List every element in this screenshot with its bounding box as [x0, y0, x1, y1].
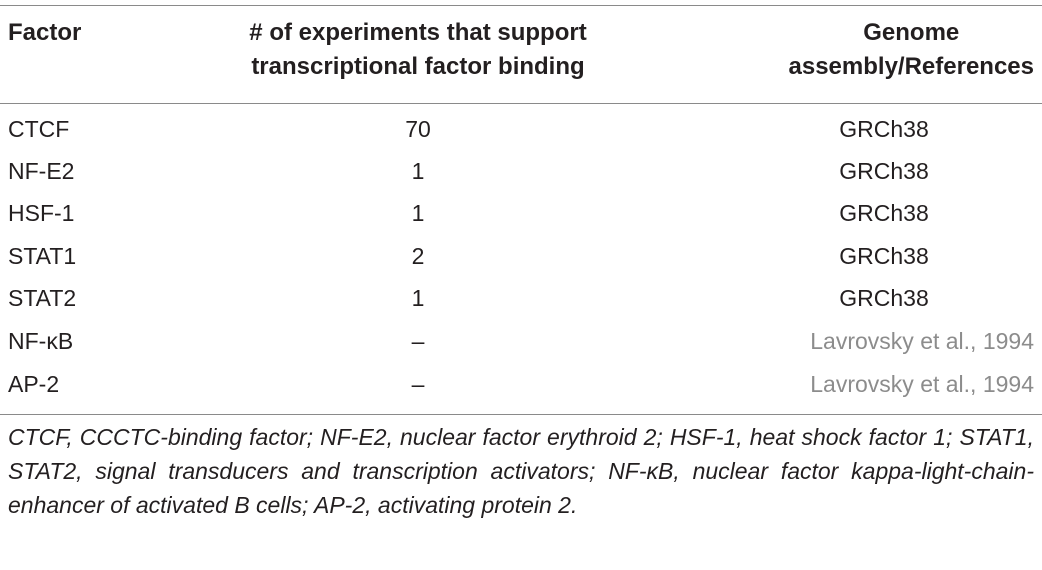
table-row: NF-E2 1 GRCh38	[0, 150, 1042, 192]
experiments-cell: 1	[411, 158, 425, 184]
table-header-rule	[0, 103, 1042, 104]
genome-cell: GRCh38	[839, 158, 929, 184]
header-experiments-line1: # of experiments that support	[249, 19, 587, 46]
table-row: CTCF 70 GRCh38	[0, 108, 1042, 150]
table-row: NF-κB – Lavrovsky et al., 1994	[0, 320, 1042, 362]
table-row: STAT1 2 GRCh38	[0, 235, 1042, 277]
table-top-rule	[0, 5, 1042, 6]
genome-cell: GRCh38	[839, 200, 929, 226]
table-row: AP-2 – Lavrovsky et al., 1994	[0, 363, 1042, 405]
header-genome: Genome assembly/References	[789, 16, 1034, 84]
header-experiments: # of experiments that support transcript…	[218, 16, 618, 84]
reference-link[interactable]: Lavrovsky et al., 1994	[810, 328, 1034, 354]
experiments-cell: –	[411, 371, 425, 397]
factor-cell: CTCF	[8, 116, 70, 142]
genome-cell: GRCh38	[839, 116, 929, 142]
experiments-cell: 1	[411, 200, 425, 226]
reference-link[interactable]: Lavrovsky et al., 1994	[810, 371, 1034, 397]
factor-cell: NF-E2	[8, 158, 75, 184]
table-footnote: CTCF, CCCTC-binding factor; NF-E2, nucle…	[8, 424, 1034, 518]
factor-cell: AP-2	[8, 371, 60, 397]
header-experiments-line2: transcriptional factor binding	[251, 53, 585, 80]
factor-cell: HSF-1	[8, 200, 75, 226]
header-genome-line2: assembly/References	[788, 53, 1034, 80]
table-row: HSF-1 1 GRCh38	[0, 192, 1042, 234]
factor-cell: STAT1	[8, 243, 77, 269]
table-bottom-rule	[0, 414, 1042, 415]
header-factor: Factor	[8, 19, 82, 46]
header-genome-line1: Genome	[863, 19, 960, 46]
genome-cell: GRCh38	[839, 243, 929, 269]
experiments-cell: 1	[411, 285, 425, 311]
factor-cell: STAT2	[8, 285, 77, 311]
experiments-cell: –	[411, 328, 425, 354]
factor-cell: NF-κB	[8, 328, 74, 354]
genome-cell: GRCh38	[839, 285, 929, 311]
table-row: STAT2 1 GRCh38	[0, 277, 1042, 319]
experiments-cell: 2	[411, 243, 425, 269]
experiments-cell: 70	[405, 116, 431, 142]
